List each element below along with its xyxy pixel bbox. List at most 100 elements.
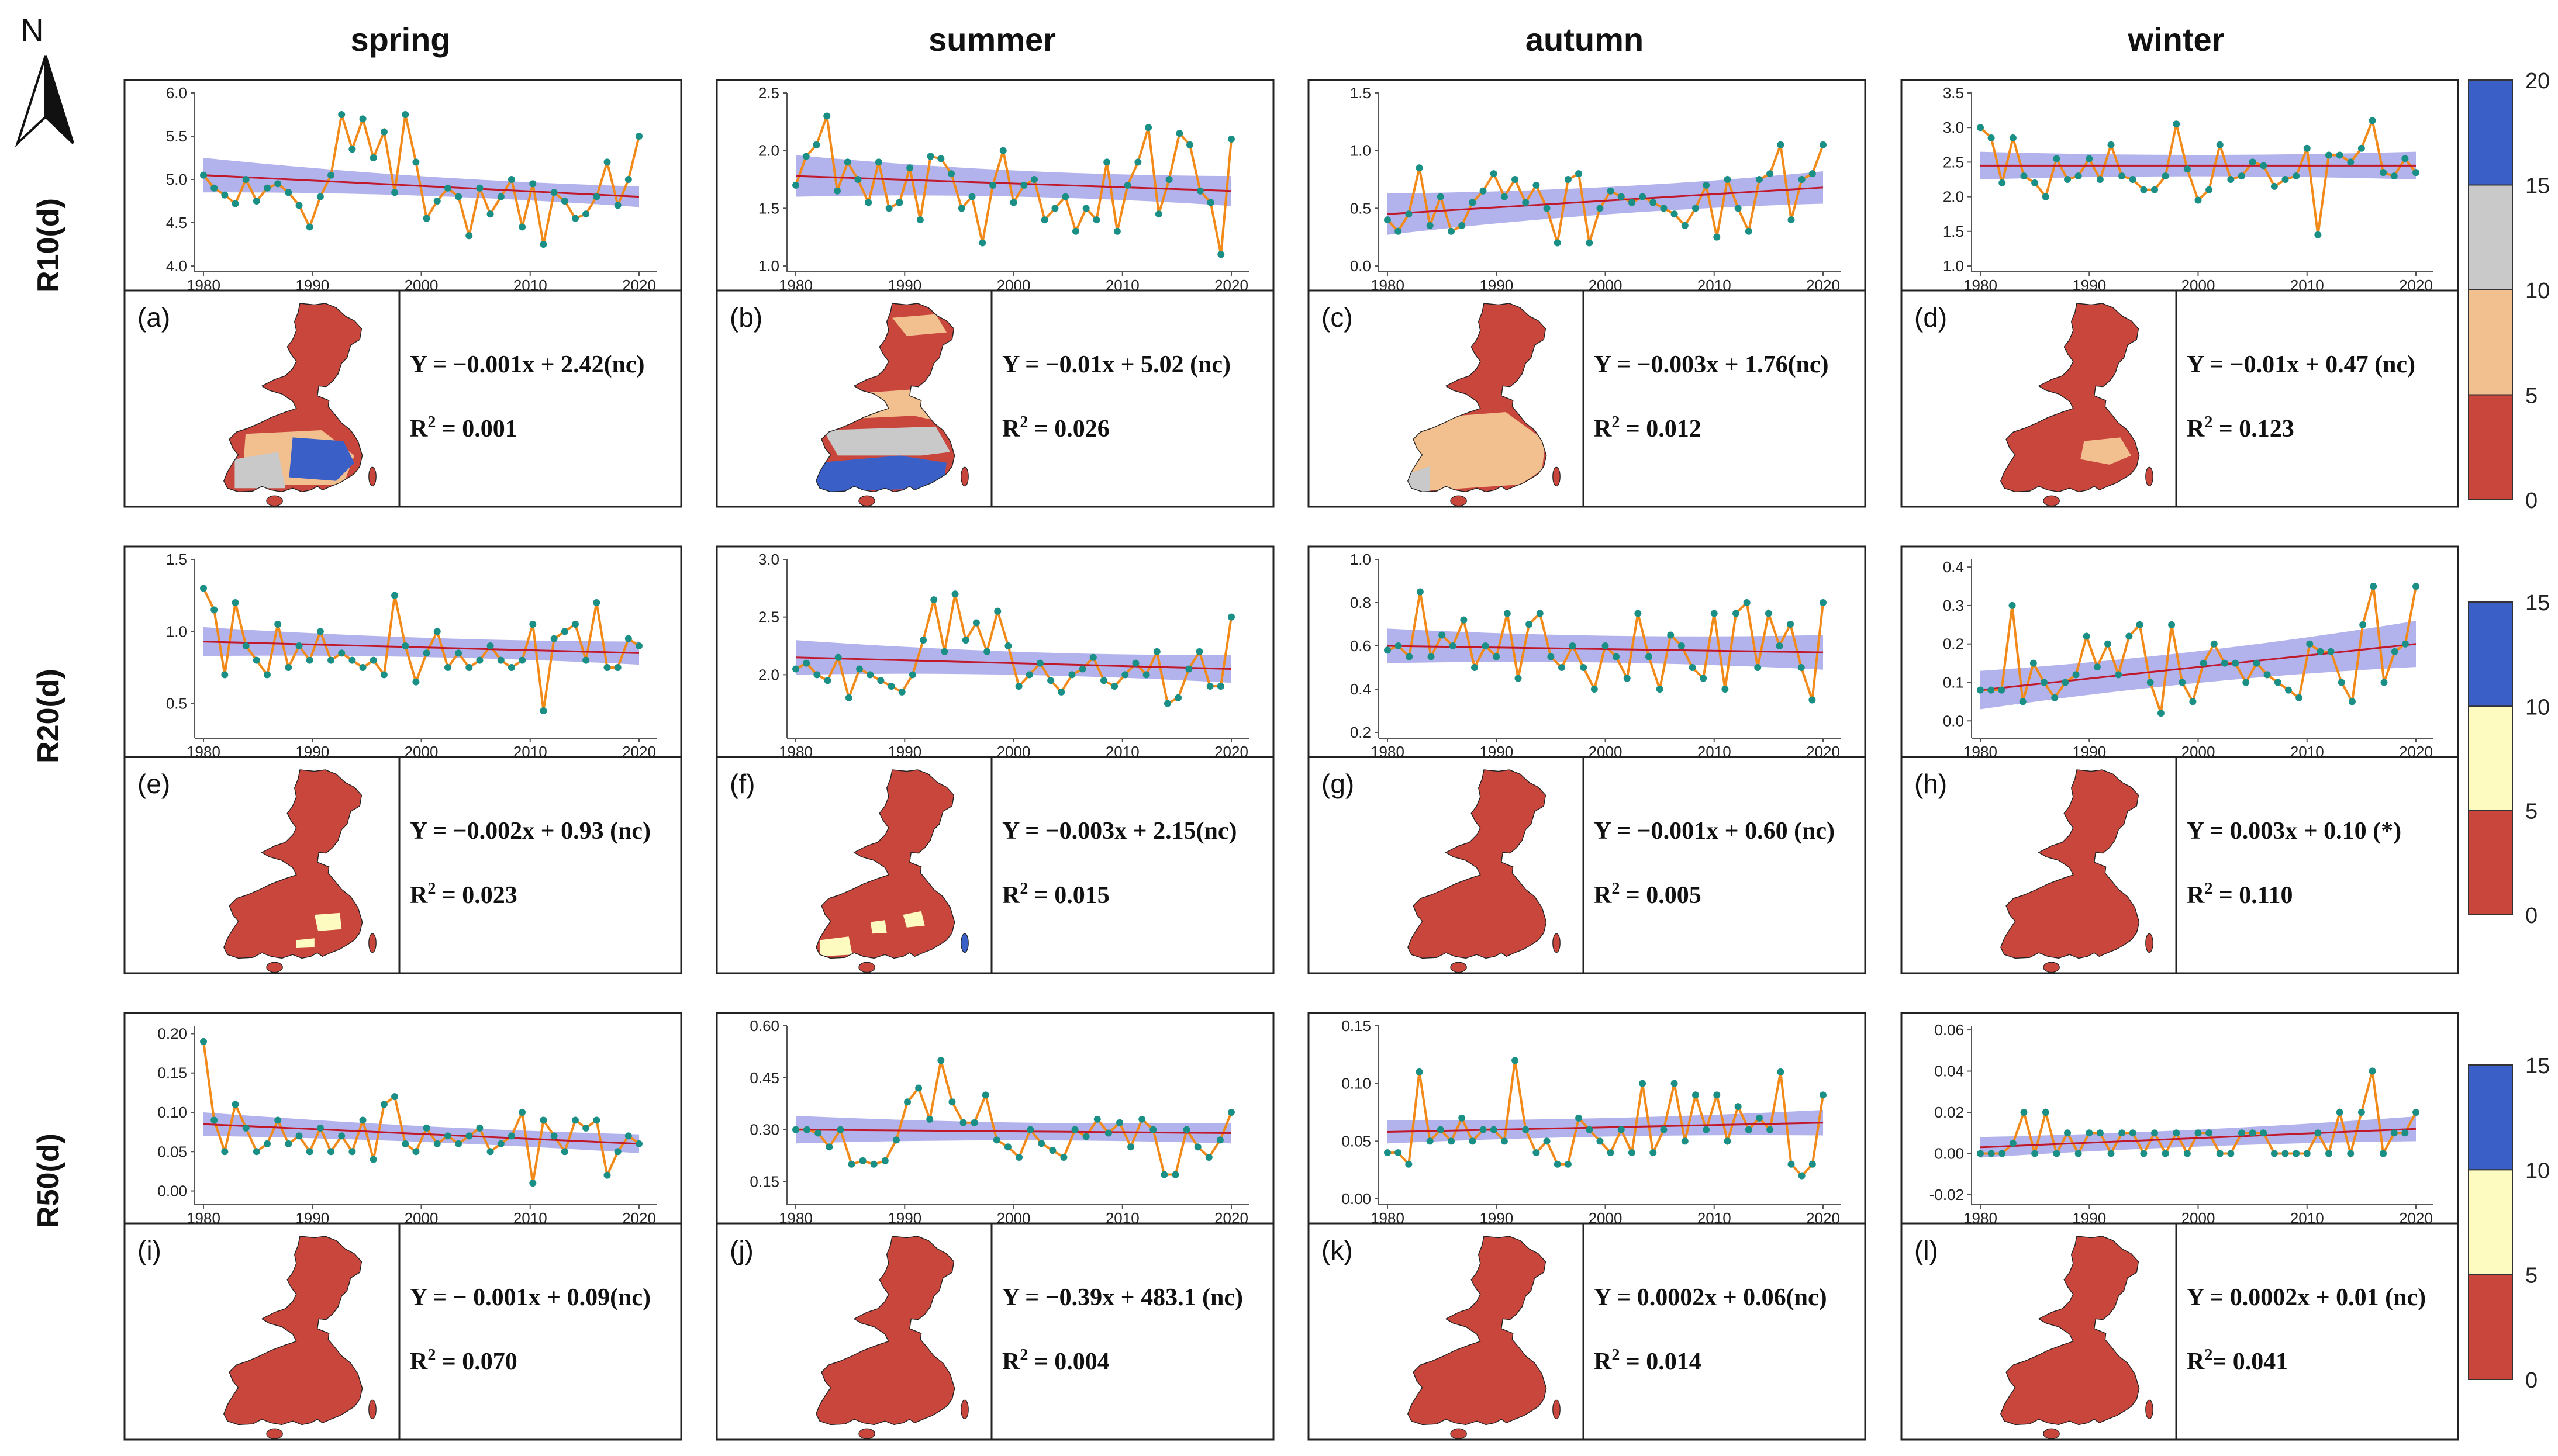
data-point [937,155,945,162]
y-tick-label: 0.1 [1943,673,1964,691]
data-point [200,585,207,592]
data-point [1036,659,1044,667]
y-tick-label: 0.15 [750,1173,779,1190]
map-zone [289,437,354,481]
y-tick-label: 0.15 [1341,1017,1371,1035]
data-point [2096,176,2104,183]
data-point [2136,621,2143,628]
confidence-band [796,1115,1231,1144]
data-point [1681,222,1689,229]
data-point [1071,1126,1079,1133]
map-taiwan [961,1399,969,1420]
data-point [959,1119,967,1126]
data-point [1713,1091,1721,1099]
data-point [2009,1139,2017,1147]
china-map [2000,769,2153,973]
colorbar-tick-label: 15 [2525,1054,2550,1078]
data-point [1977,686,1984,694]
data-point [1511,176,1519,183]
y-tick-label: 1.0 [166,622,187,640]
y-tick-label: 4.5 [166,214,187,231]
data-point [1051,205,1059,212]
data-point [316,1124,324,1132]
data-point [561,198,568,205]
data-point [1228,613,1235,621]
data-point [2194,196,2202,204]
data-point [1405,210,1413,218]
data-point [1586,239,1593,247]
r-squared: R2 = 0.001 [410,413,517,442]
data-point [221,1148,229,1156]
data-point [1681,1137,1689,1145]
map-shape [816,1236,955,1426]
r2-value: = 0.014 [1620,1348,1701,1375]
data-point [1787,1160,1795,1168]
y-tick-label: 2.0 [758,142,779,160]
data-point [455,649,462,657]
data-point [1438,631,1446,639]
data-point [1082,1133,1090,1140]
data-point [2412,169,2419,177]
data-point [1217,683,1224,690]
data-point [1145,124,1152,132]
map-hainan [266,962,283,973]
data-point [2096,1129,2104,1137]
data-point [1016,1153,1023,1161]
data-point [2151,186,2158,193]
data-point [338,649,346,657]
map-box-k: (k) Y = 0.0002x + 0.06(nc) R2 = 0.014 [1307,1222,1866,1441]
data-point [854,176,862,183]
data-point [2205,186,2213,193]
y-tick-label: 0.45 [750,1069,779,1087]
r2-superscript: 2 [1020,1346,1028,1364]
data-point [2293,1150,2300,1157]
y-tick-label: 5.0 [166,171,187,188]
map-taiwan [368,466,377,487]
data-point [465,664,473,671]
data-point [1514,675,1522,682]
map-zones [2080,437,2131,465]
map-hainan [2043,962,2060,973]
data-point [1206,683,1214,690]
regression-equation: Y = −0.003x + 2.15(nc) [1002,818,1237,845]
map-zone [234,452,286,489]
r-squared: R2 = 0.026 [1002,413,1110,442]
map-zone [820,936,852,957]
data-point [948,170,955,178]
data-point [2357,144,2365,152]
data-point [2336,151,2343,159]
data-point [1732,610,1739,617]
data-point [971,1119,978,1126]
data-point [1590,686,1598,693]
map-taiwan [2145,466,2153,487]
data-point [1724,176,1731,183]
map-zone [296,938,315,949]
data-point [327,171,335,179]
data-point [2227,176,2235,183]
data-point [1575,170,1583,178]
y-tick-label: 0.4 [1943,558,1964,576]
data-point [2293,172,2300,180]
data-point [636,133,643,140]
data-point [529,180,537,188]
data-point [1634,610,1642,617]
data-point [497,1140,505,1147]
data-point [614,664,622,671]
north-arrow: N [15,13,74,147]
data-point [2210,640,2218,648]
panel-label: (f) [730,769,755,799]
data-point [2157,710,2165,717]
data-point [2093,663,2101,671]
data-point [1416,1068,1423,1075]
data-point [2369,1067,2376,1075]
data-point [2260,1129,2267,1137]
colorbar-segment [2468,184,2513,290]
data-point [958,205,965,212]
data-point [1500,193,1508,200]
data-point [2183,165,2191,173]
